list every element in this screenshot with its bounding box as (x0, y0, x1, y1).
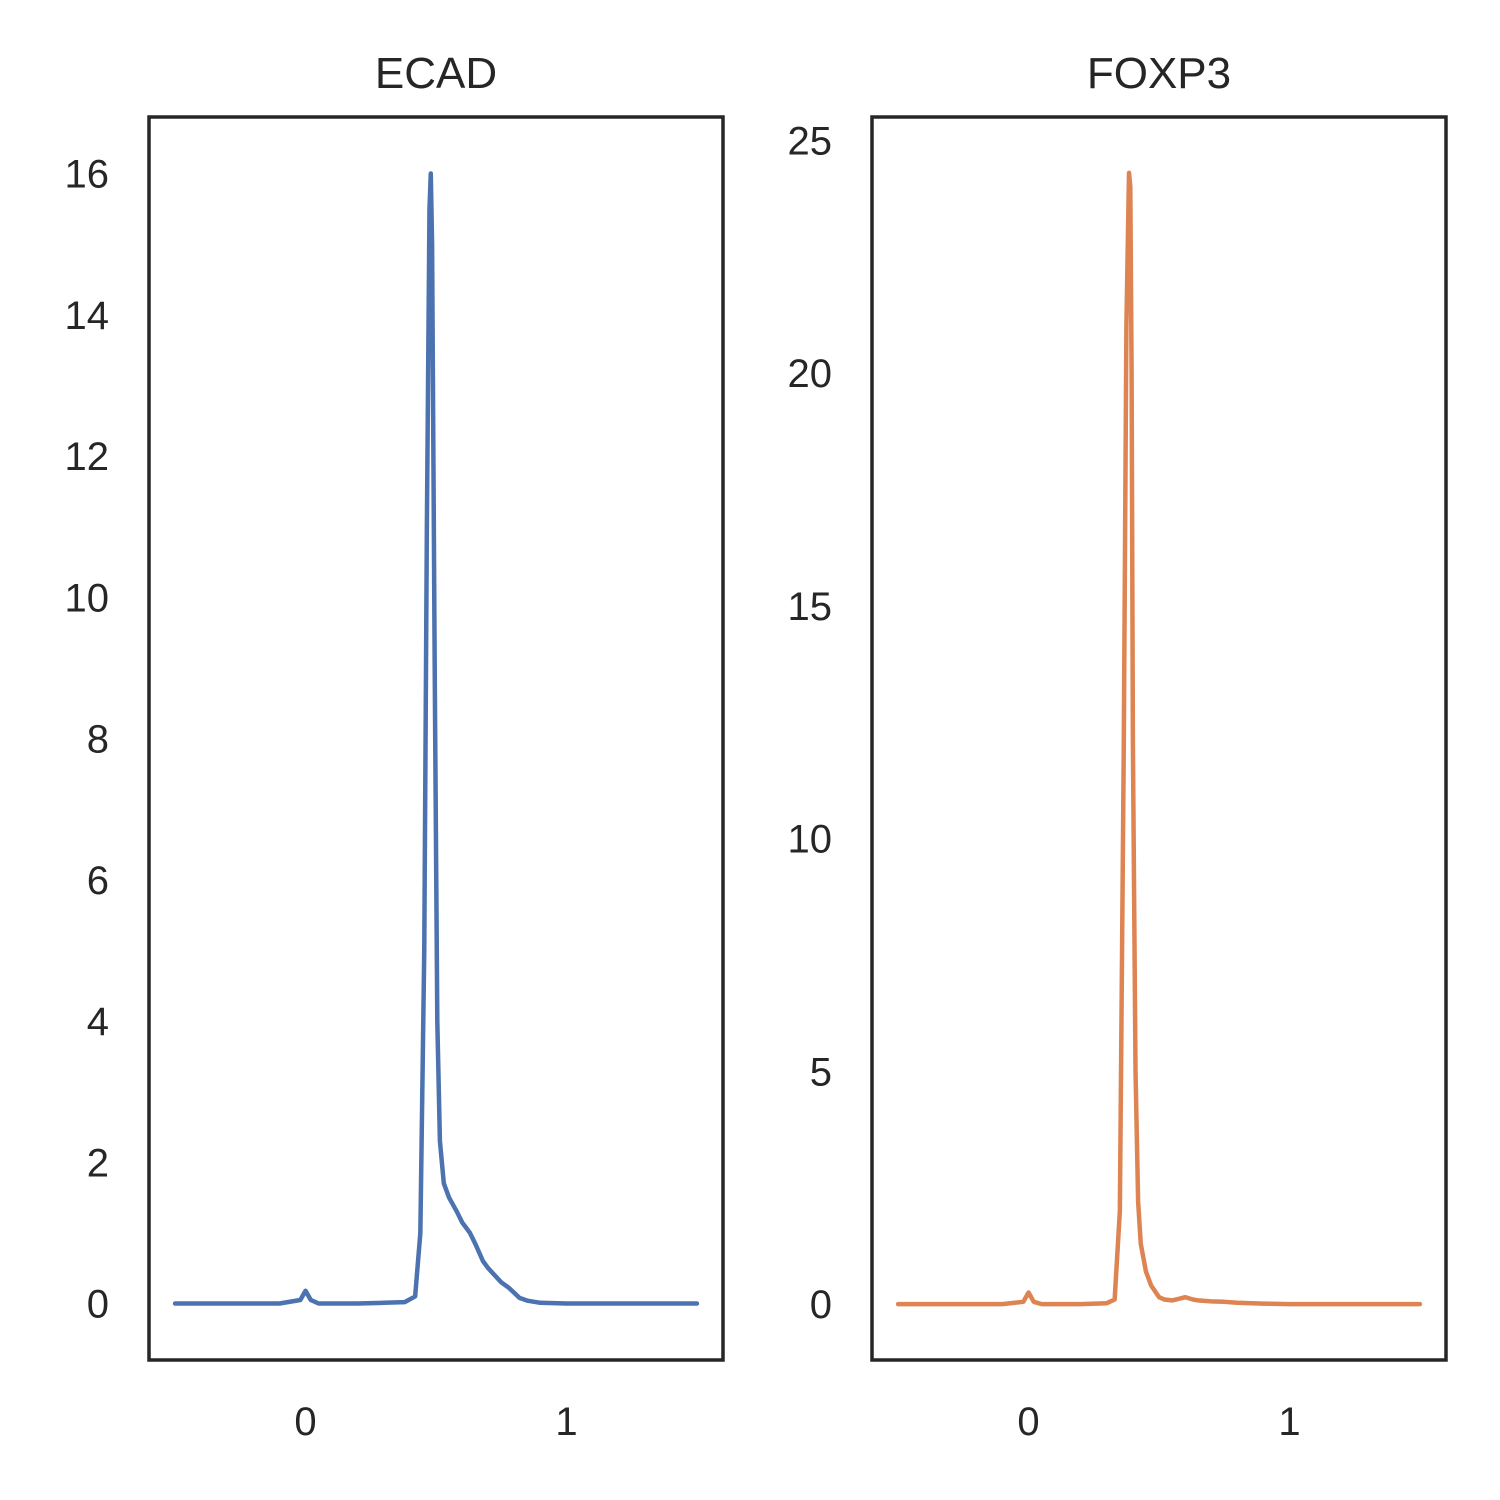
y-tick-label: 12 (65, 435, 110, 479)
y-tick-label: 5 (810, 1050, 832, 1094)
axes-frame (870, 115, 1448, 1362)
y-tick-label: 0 (810, 1283, 832, 1327)
x-tick-label: 0 (1017, 1400, 1039, 1444)
y-tick-label: 10 (65, 576, 110, 620)
density-line-foxp3 (895, 170, 1423, 1307)
y-tick-label: 20 (788, 352, 833, 396)
axes-frame (147, 115, 725, 1362)
y-tick-label: 4 (87, 1000, 109, 1044)
x-tick-label: 1 (555, 1400, 577, 1444)
y-tick-label: 14 (65, 294, 110, 338)
y-tick-label: 6 (87, 859, 109, 903)
y-tick-label: 8 (87, 718, 109, 762)
x-tick-label: 0 (294, 1400, 316, 1444)
x-tick-label: 1 (1278, 1400, 1300, 1444)
y-tick-labels: 0 2 4 6 8 10 12 14 16 (65, 153, 110, 1327)
y-tick-label: 2 (87, 1141, 109, 1185)
panel-title: ECAD (375, 49, 497, 98)
y-tick-label: 0 (87, 1283, 109, 1327)
y-tick-labels: 0 5 10 15 20 25 (788, 119, 833, 1327)
y-tick-label: 16 (65, 153, 110, 197)
panel-title: FOXP3 (1087, 49, 1231, 98)
y-tick-label: 25 (788, 119, 833, 163)
y-tick-label: 15 (788, 585, 833, 629)
y-tick-label: 10 (788, 818, 833, 862)
density-line-ecad (172, 171, 700, 1306)
